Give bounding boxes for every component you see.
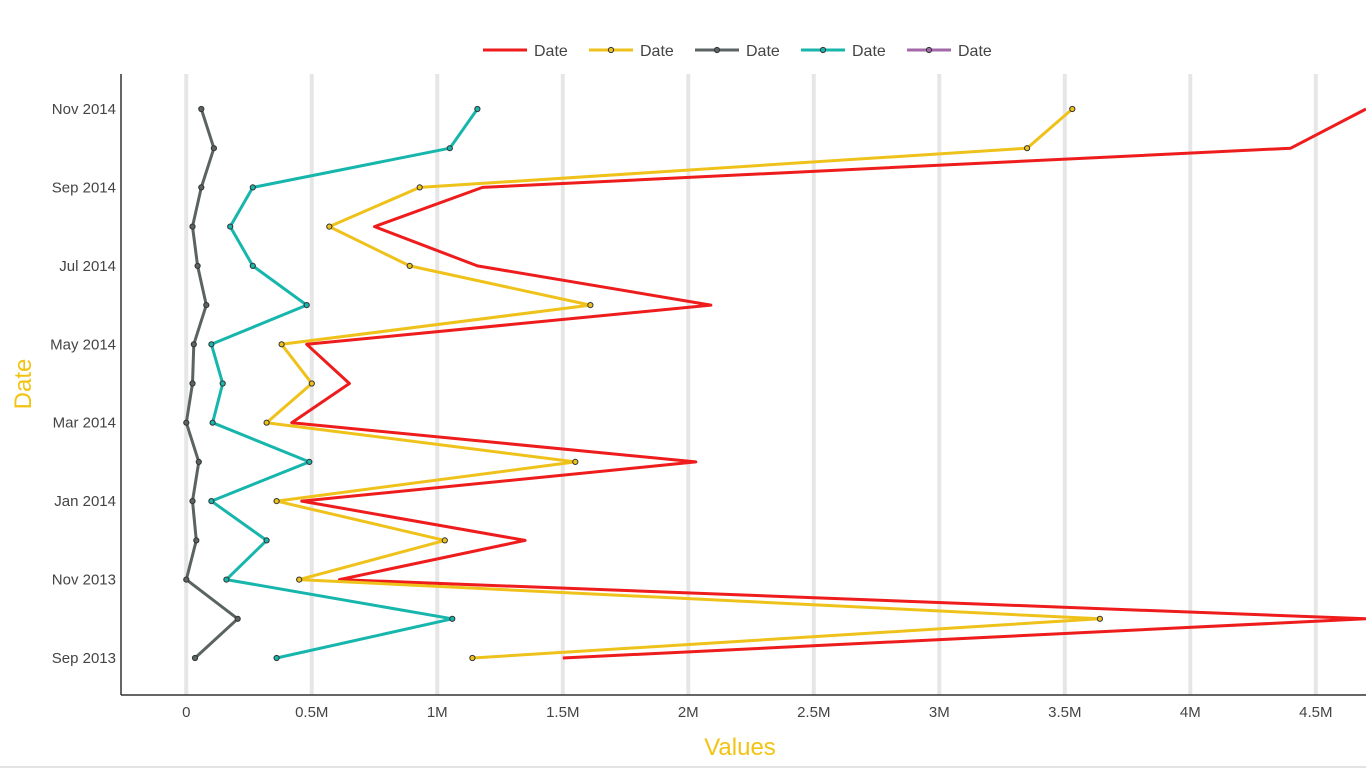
data-point — [219, 380, 226, 387]
legend-marker — [925, 46, 933, 54]
x-tick-label: 1M — [427, 704, 448, 721]
x-tick-label: 0.5M — [295, 704, 328, 721]
data-point — [263, 419, 270, 426]
data-point — [278, 341, 285, 348]
data-point — [193, 537, 200, 544]
x-axis-title: Values — [704, 734, 776, 761]
data-point — [189, 223, 196, 230]
legend-label: Date — [958, 43, 992, 60]
data-point — [210, 145, 217, 152]
data-point — [441, 537, 448, 544]
data-point — [194, 262, 201, 269]
data-point — [469, 654, 476, 662]
data-point — [203, 302, 210, 309]
legend-label: Date — [534, 43, 568, 60]
y-tick-label: Jul 2014 — [59, 258, 116, 275]
series-line-1 — [290, 107, 1366, 660]
data-point — [326, 223, 333, 230]
data-point — [183, 419, 190, 426]
legend-marker — [713, 46, 721, 54]
y-tick-label: Nov 2013 — [52, 572, 116, 589]
data-point — [1024, 145, 1031, 152]
data-point — [1096, 615, 1104, 622]
y-tick-label: Sep 2013 — [52, 650, 116, 667]
data-point — [190, 341, 197, 348]
data-point — [296, 576, 303, 583]
legend-marker — [819, 46, 827, 54]
legend-item[interactable]: Date — [801, 43, 886, 60]
data-point — [273, 498, 280, 505]
data-point — [208, 341, 215, 348]
data-point — [223, 576, 230, 583]
x-tick-label: 4M — [1180, 704, 1201, 721]
data-point — [306, 458, 313, 465]
data-point — [249, 262, 256, 269]
legend-item[interactable]: Date — [907, 43, 992, 60]
legend[interactable]: Date Date Date Date Date — [483, 43, 992, 60]
x-tick-label: 3.5M — [1048, 704, 1081, 721]
data-point — [587, 302, 594, 309]
x-tick-labels: 0 0.5M 1M 1.5M 2M 2.5M 3M 3.5M 4M 4.5M — [182, 704, 1332, 721]
data-point — [198, 105, 205, 113]
data-point — [189, 498, 196, 505]
data-point — [446, 145, 453, 152]
y-tick-label: Jan 2014 — [54, 493, 116, 510]
x-tick-label: 2M — [678, 704, 699, 721]
data-point — [303, 302, 310, 309]
data-point — [406, 262, 413, 269]
legend-item[interactable]: Date — [589, 43, 674, 60]
series-line-2 — [265, 107, 1102, 660]
data-point — [198, 184, 205, 191]
data-point — [227, 223, 234, 230]
legend-label: Date — [746, 43, 780, 60]
data-point — [234, 615, 241, 622]
y-tick-label: Nov 2014 — [52, 101, 116, 118]
data-point — [474, 105, 481, 113]
bottom-divider — [0, 766, 1366, 768]
data-point — [1069, 105, 1076, 113]
legend-label: Date — [852, 43, 886, 60]
data-point — [183, 576, 190, 583]
legend-marker — [607, 46, 615, 54]
x-tick-label: 4.5M — [1299, 704, 1332, 721]
data-point — [449, 615, 456, 622]
data-point — [191, 654, 199, 662]
x-tick-label: 1.5M — [546, 704, 579, 721]
data-point — [209, 419, 216, 426]
y-axis-title: Date — [10, 359, 37, 410]
y-tick-labels: Sep 2013 Nov 2013 Jan 2014 Mar 2014 May 2014… — [50, 101, 116, 667]
legend-label: Date — [640, 43, 674, 60]
y-tick-label: May 2014 — [50, 336, 116, 353]
x-tick-label: 0 — [182, 704, 190, 721]
data-point — [416, 184, 423, 191]
x-tick-label: 3M — [929, 704, 950, 721]
data-point — [189, 380, 196, 387]
legend-item[interactable]: Date — [695, 43, 780, 60]
data-point — [273, 654, 280, 662]
data-point — [263, 537, 270, 544]
data-point — [195, 458, 202, 465]
data-point — [308, 380, 315, 387]
legend-item[interactable]: Date — [483, 43, 568, 60]
y-tick-label: Sep 2014 — [52, 179, 116, 196]
y-tick-label: Mar 2014 — [53, 415, 116, 432]
x-tick-label: 2.5M — [797, 704, 830, 721]
data-point — [249, 184, 256, 191]
series-markers — [183, 105, 1104, 662]
data-point — [208, 498, 215, 505]
data-point — [572, 458, 579, 465]
